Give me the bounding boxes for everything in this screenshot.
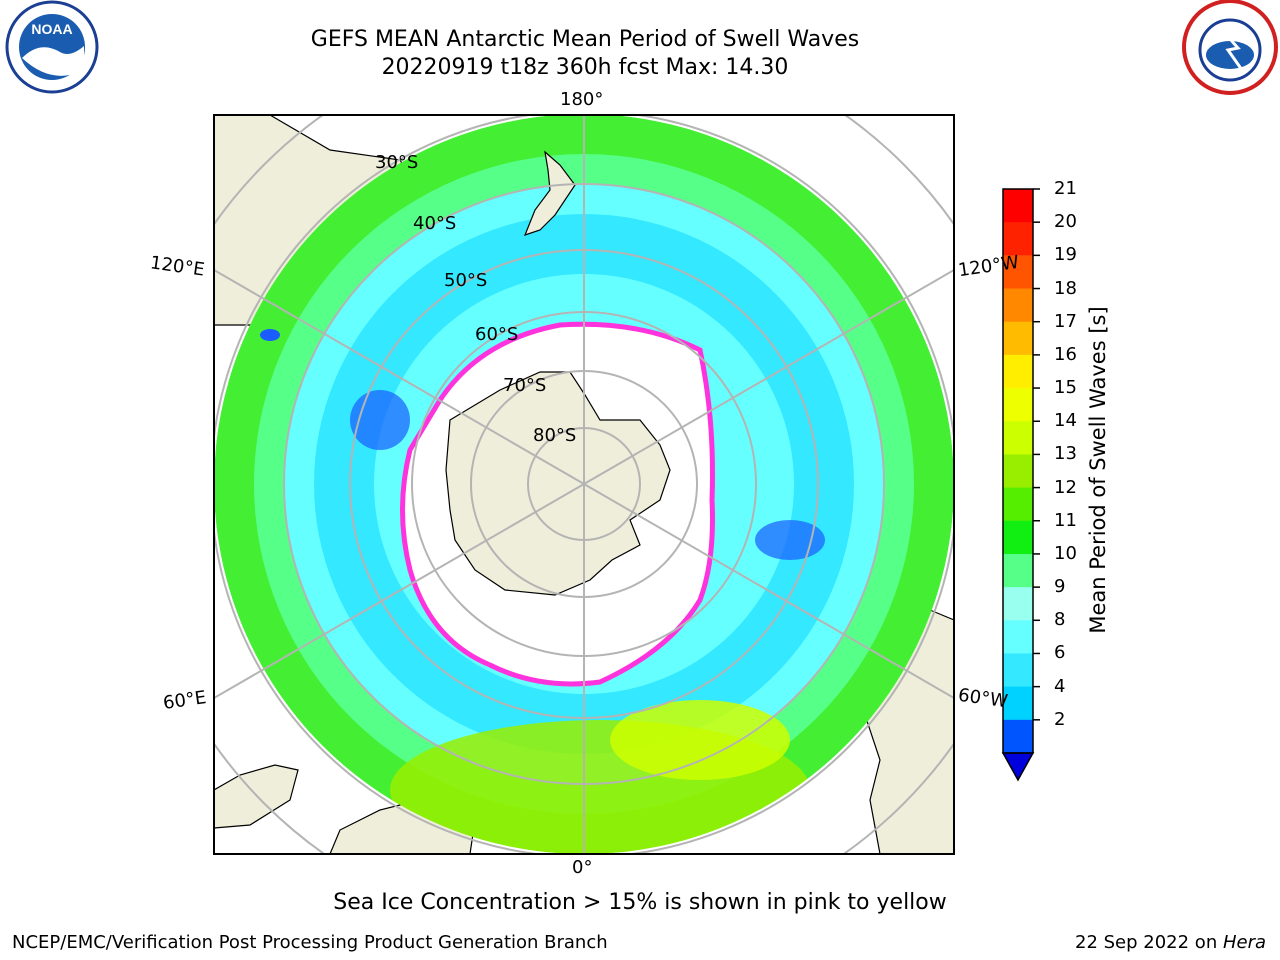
colorbar-segment bbox=[1003, 321, 1033, 356]
footer-credit: NCEP/EMC/Verification Post Processing Pr… bbox=[12, 932, 608, 953]
footer-date: 22 Sep 2022 on Hera bbox=[1075, 932, 1266, 953]
graticule bbox=[214, 115, 954, 854]
chart-subtitle: 20220919 t18z 360h fcst Max: 14.30 bbox=[381, 55, 789, 80]
colorbar-under-triangle bbox=[1001, 752, 1035, 782]
colorbar-segment bbox=[1003, 686, 1033, 721]
lat-label-70s: 70°S bbox=[503, 375, 547, 396]
colorbar-tick-label: 21 bbox=[1054, 178, 1077, 199]
lat-label-30s: 30°S bbox=[375, 152, 419, 173]
colorbar-tick-label: 2 bbox=[1054, 708, 1066, 730]
colorbar-segment bbox=[1003, 388, 1033, 422]
colorbar-segment bbox=[1003, 222, 1033, 256]
lon-label-0: 0° bbox=[572, 857, 593, 878]
lat-label-50s: 50°S bbox=[444, 270, 488, 291]
colorbar-label: Mean Period of Swell Waves [s] bbox=[1086, 306, 1110, 634]
nws-logo-icon bbox=[1182, 0, 1278, 95]
lat-label-80s: 80°S bbox=[533, 425, 577, 446]
colorbar-tick-label: 10 bbox=[1054, 542, 1077, 564]
noaa-logo-text: NOAA bbox=[31, 21, 72, 37]
colorbar-tick-label: 17 bbox=[1054, 310, 1077, 332]
colorbar-segment bbox=[1003, 587, 1033, 621]
colorbar-segment bbox=[1003, 487, 1033, 522]
colorbar-tick-label: 20 bbox=[1054, 211, 1077, 233]
colorbar-tick-label: 14 bbox=[1054, 410, 1077, 432]
colorbar-segment bbox=[1003, 354, 1033, 389]
colorbar-segment bbox=[1003, 553, 1033, 588]
sea-ice-note: Sea Ice Concentration > 15% is shown in … bbox=[333, 890, 947, 915]
colorbar-tick-label: 18 bbox=[1054, 277, 1077, 299]
map-frame bbox=[213, 114, 955, 855]
lat-label-60s: 60°S bbox=[475, 324, 519, 345]
footer-date-text: 22 Sep 2022 on bbox=[1075, 932, 1223, 953]
colorbar-tick-label: 9 bbox=[1054, 576, 1066, 598]
colorbar-segment bbox=[1003, 288, 1033, 323]
colorbar-segment bbox=[1003, 454, 1033, 489]
colorbar-segment bbox=[1003, 520, 1033, 555]
colorbar-tick-label: 8 bbox=[1054, 609, 1066, 631]
lon-label-180: 180° bbox=[560, 89, 604, 110]
noaa-logo-icon: NOAA bbox=[5, 0, 99, 94]
colorbar-segment bbox=[1003, 255, 1033, 290]
colorbar bbox=[1001, 188, 1040, 782]
colorbar-tick-label: 6 bbox=[1054, 642, 1066, 664]
colorbar-segment bbox=[1003, 719, 1033, 754]
lat-label-40s: 40°S bbox=[413, 213, 457, 234]
colorbar-tick-label: 19 bbox=[1054, 244, 1077, 266]
colorbar-segment bbox=[1003, 421, 1033, 455]
colorbar-tick-label: 13 bbox=[1054, 443, 1077, 465]
colorbar-segment bbox=[1003, 189, 1033, 223]
chart-title: GEFS MEAN Antarctic Mean Period of Swell… bbox=[310, 27, 860, 52]
footer-host: Hera bbox=[1222, 932, 1266, 953]
colorbar-tick-label: 4 bbox=[1054, 675, 1066, 697]
colorbar-tick-label: 12 bbox=[1054, 476, 1077, 498]
colorbar-segment bbox=[1003, 620, 1033, 654]
colorbar-tick-label: 15 bbox=[1054, 377, 1077, 399]
colorbar-tick-label: 16 bbox=[1054, 343, 1077, 365]
colorbar-segment bbox=[1003, 653, 1033, 688]
map-area bbox=[214, 115, 954, 854]
colorbar-frame bbox=[1002, 188, 1034, 754]
colorbar-tick-label: 11 bbox=[1054, 509, 1077, 531]
